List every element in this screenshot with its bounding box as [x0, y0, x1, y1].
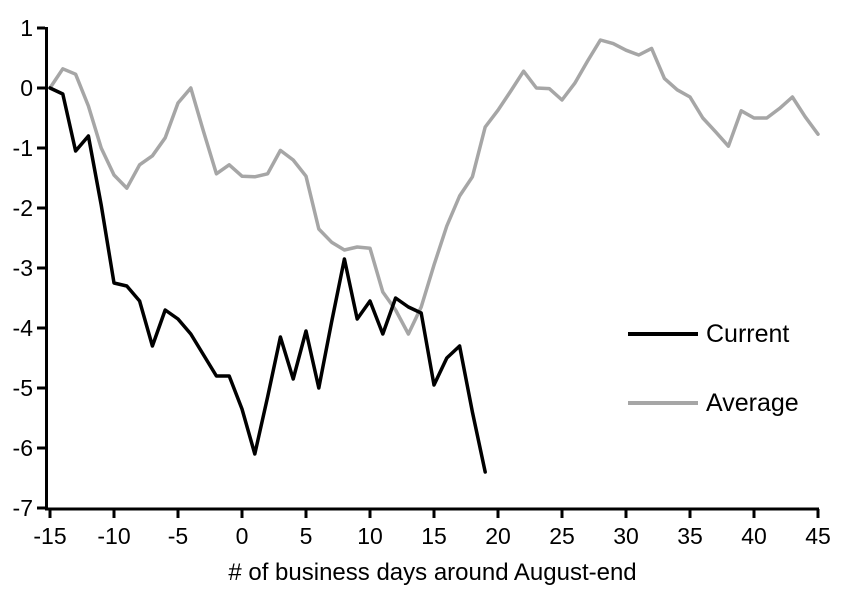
x-tick-label: 35: [677, 523, 703, 549]
legend-line-average-icon: [628, 401, 698, 405]
x-tick-label: 0: [236, 523, 249, 549]
y-tick-label: -2: [13, 195, 33, 221]
x-tick-label: 25: [549, 523, 575, 549]
x-tick-label: 20: [485, 523, 511, 549]
y-tick-label: -5: [13, 375, 33, 401]
x-tick-label: 10: [357, 523, 383, 549]
legend-item-average: Average: [628, 388, 799, 417]
x-tick-label: 40: [741, 523, 767, 549]
y-tick-label: -1: [13, 135, 33, 161]
current-line: [48, 86, 487, 474]
x-tick-label: 15: [421, 523, 447, 549]
x-tick-label: -10: [97, 523, 130, 549]
legend-item-current: Current: [628, 319, 790, 348]
x-tick-label: 5: [300, 523, 313, 549]
y-tick-label: -7: [13, 495, 33, 521]
y-tick-label: -6: [13, 435, 33, 461]
x-axis-label: # of business days around August-end: [228, 559, 637, 586]
y-tick-label: -4: [13, 315, 34, 341]
x-tick-label: 30: [613, 523, 639, 549]
legend-label-average: Average: [706, 388, 799, 417]
average-line: [48, 38, 820, 336]
x-tick-label: -5: [168, 523, 188, 549]
y-tick-label: 0: [20, 75, 33, 101]
y-tick-label: 1: [20, 15, 33, 41]
x-tick-label: 45: [805, 523, 831, 549]
legend-line-current-icon: [628, 332, 698, 336]
y-tick-label: -3: [13, 255, 33, 281]
legend-label-current: Current: [706, 319, 790, 348]
x-tick-label: -15: [33, 523, 66, 549]
